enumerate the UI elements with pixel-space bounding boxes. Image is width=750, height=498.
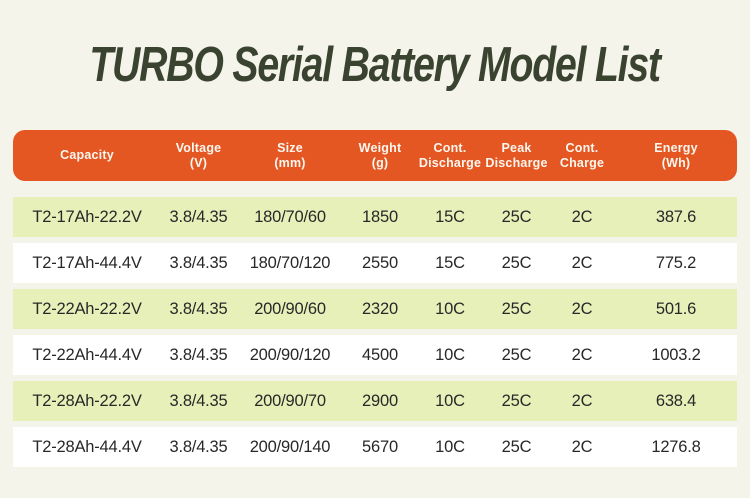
column-header: Energy (Wh)	[654, 140, 698, 170]
table-cell: 3.8/4.35	[169, 345, 228, 364]
column-header: Size (mm)	[274, 140, 306, 170]
table-row: T2-22Ah-22.2V 3.8/4.35 200/90/60 2320 10C 25C…	[13, 289, 737, 329]
table-cell: T2-17Ah-44.4V	[32, 253, 142, 272]
table-cell: 25C	[501, 437, 532, 456]
table-cell: T2-17Ah-22.2V	[32, 207, 142, 226]
table-row: T2-17Ah-44.4V 3.8/4.35 180/70/120 2550 15C 25…	[13, 243, 737, 283]
table-row: T2-28Ah-44.4V 3.8/4.35 200/90/140 5670 10C 25…	[13, 427, 737, 467]
table-cell: 501.6	[655, 299, 697, 318]
table-cell: 3.8/4.35	[169, 437, 228, 456]
table-cell: 25C	[501, 253, 532, 272]
table-cell: 1003.2	[651, 345, 701, 364]
table-cell: 25C	[501, 299, 532, 318]
table-body: T2-17Ah-22.2V 3.8/4.35 180/70/60 1850 15C 25C…	[13, 197, 737, 467]
page-title: TURBO Serial Battery Model List	[89, 38, 662, 92]
table-cell: 2550	[362, 253, 398, 272]
table-cell: 200/90/60	[254, 299, 326, 318]
table-cell: 2C	[571, 391, 593, 410]
table-cell: 10C	[435, 299, 465, 318]
table-cell: 2320	[362, 299, 398, 318]
table-cell: 180/70/60	[254, 207, 326, 226]
table-cell: 638.4	[655, 391, 697, 410]
table-cell: 15C	[435, 253, 465, 272]
table-cell: 387.6	[655, 207, 697, 226]
table-row: T2-22Ah-44.4V 3.8/4.35 200/90/120 4500 10C 25…	[13, 335, 737, 375]
table-cell: 25C	[501, 207, 532, 226]
table-cell: T2-28Ah-44.4V	[32, 437, 142, 456]
table-header-row: Capacity Voltage (V) Size (mm) Weight (g) Co…	[13, 130, 737, 181]
table-cell: 200/90/140	[249, 437, 331, 456]
table-cell: 5670	[362, 437, 398, 456]
table-cell: 775.2	[655, 253, 697, 272]
column-header: Peak Discharge	[485, 140, 548, 170]
table-cell: 2C	[571, 437, 593, 456]
page: TURBO Serial Battery Model List Capacity…	[0, 38, 750, 467]
table-cell: 10C	[435, 437, 465, 456]
table-cell: 3.8/4.35	[169, 207, 228, 226]
table-cell: T2-28Ah-22.2V	[32, 391, 142, 410]
table-cell: 2C	[571, 207, 593, 226]
table-cell: 25C	[501, 345, 532, 364]
column-header: Cont. Charge	[559, 140, 605, 170]
column-header: Weight (g)	[358, 140, 402, 170]
table-cell: 15C	[435, 207, 465, 226]
table-row: T2-28Ah-22.2V 3.8/4.35 200/90/70 2900 10C 25C…	[13, 381, 737, 421]
title-container: TURBO Serial Battery Model List	[0, 38, 750, 92]
table-cell: 1276.8	[651, 437, 701, 456]
table-cell: 200/90/70	[254, 391, 326, 410]
table-cell: 3.8/4.35	[169, 253, 228, 272]
table-cell: 3.8/4.35	[169, 391, 228, 410]
column-header: Cont. Discharge	[418, 140, 482, 170]
table-cell: 3.8/4.35	[169, 299, 228, 318]
table-cell: 2C	[571, 253, 593, 272]
table-cell: 2900	[362, 391, 398, 410]
table-cell: T2-22Ah-22.2V	[32, 299, 142, 318]
table-cell: 4500	[362, 345, 398, 364]
table-cell: 10C	[435, 391, 465, 410]
table-cell: T2-22Ah-44.4V	[32, 345, 142, 364]
column-header: Voltage (V)	[175, 140, 222, 170]
table-row: T2-17Ah-22.2V 3.8/4.35 180/70/60 1850 15C 25C…	[13, 197, 737, 237]
table-cell: 200/90/120	[249, 345, 331, 364]
table-cell: 180/70/120	[249, 253, 331, 272]
table-cell: 10C	[435, 345, 465, 364]
table-cell: 1850	[362, 207, 398, 226]
table-cell: 25C	[501, 391, 532, 410]
table-cell: 2C	[571, 345, 593, 364]
battery-spec-table: Capacity Voltage (V) Size (mm) Weight (g) Co…	[13, 130, 737, 467]
table-cell: 2C	[571, 299, 593, 318]
column-header: Capacity	[60, 148, 114, 162]
